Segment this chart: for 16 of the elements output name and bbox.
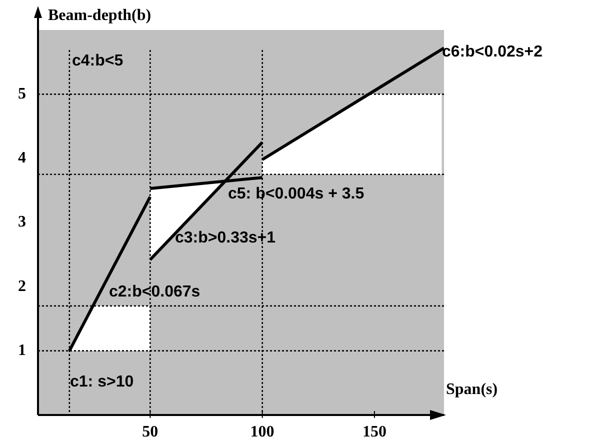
y-tick-label: 1 (18, 342, 26, 359)
annotation: c1: s>10 (70, 373, 134, 390)
y-tick-label: 3 (18, 214, 26, 231)
x-axis-title: Span(s) (446, 381, 498, 398)
annotation: c6:b<0.02s+2 (442, 43, 543, 60)
x-tick-label: 50 (142, 424, 158, 441)
y-axis-title: Beam-depth(b) (48, 7, 152, 24)
annotation: c3:b>0.33s+1 (175, 229, 276, 246)
annotation: c4:b<5 (72, 52, 124, 70)
x-tick-label: 100 (250, 424, 274, 441)
y-tick-label: 2 (18, 278, 26, 295)
y-tick-label: 5 (18, 85, 26, 102)
y-tick-label: 4 (18, 149, 26, 166)
annotation: c5: b<0.004s + 3.5 (228, 185, 364, 202)
annotation: c2:b<0.067s (109, 283, 200, 300)
x-tick-label: 150 (362, 424, 386, 441)
